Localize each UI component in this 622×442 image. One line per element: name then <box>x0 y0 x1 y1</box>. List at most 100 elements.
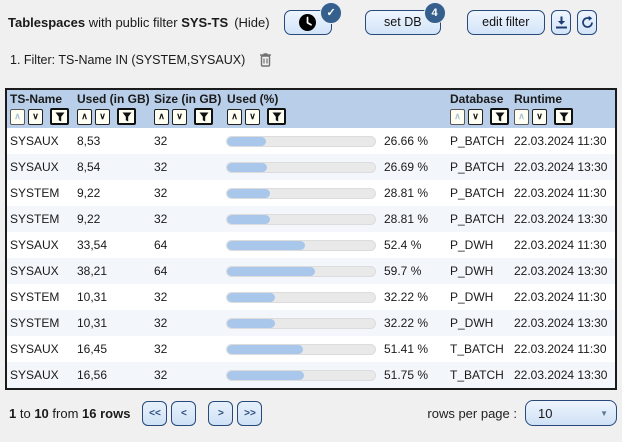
size-gb-cell: 64 <box>154 264 168 278</box>
used-gb-sort-asc-button[interactable]: ∧ <box>77 108 92 125</box>
database-cell: T_BATCH <box>450 368 504 382</box>
used-pct-label: 51.75 % <box>384 368 429 382</box>
used-gb-cell: 16,45 <box>77 342 108 356</box>
column-header-used-pct: Used (%) ∧ ∨ <box>224 92 447 125</box>
ts-name-sort-asc-button[interactable]: ∧ <box>10 108 25 125</box>
used-pct-cell: 26.66 % <box>224 134 447 148</box>
page-title-main: Tablespaces <box>8 14 86 30</box>
hide-link[interactable]: (Hide) <box>234 14 270 30</box>
clock-icon <box>298 13 317 32</box>
usage-bar <box>226 213 376 225</box>
size-gb-cell: 32 <box>154 316 168 330</box>
size-gb-cell: 32 <box>154 212 168 226</box>
history-toggle-button[interactable]: ✓ <box>283 1 343 35</box>
refresh-icon <box>580 15 595 30</box>
runtime-sort-asc-button[interactable]: ∧ <box>514 108 529 125</box>
set-db-label: set DB <box>384 15 422 29</box>
delete-filter-button[interactable] <box>259 52 272 67</box>
database-cell: P_BATCH <box>450 186 505 200</box>
runtime-cell: 22.03.2024 13:30 <box>514 368 608 382</box>
ts-name-filter-button[interactable] <box>50 108 69 125</box>
database-sort-asc-button[interactable]: ∧ <box>450 108 465 125</box>
range-start: 1 <box>9 405 17 421</box>
ts-name-cell: SYSAUX <box>10 342 59 356</box>
download-button[interactable] <box>551 9 572 35</box>
ts-name-cell: SYSAUX <box>10 134 59 148</box>
runtime-cell: 22.03.2024 13:30 <box>514 264 608 278</box>
ts-name-sort-desc-button[interactable]: ∨ <box>28 108 43 125</box>
toolbar: Tablespaces with public filter SYS-TS (Hi… <box>0 0 622 36</box>
table-row: SYSAUX 16,45 32 51.41 % T_BATCH 22.03.20… <box>7 336 615 362</box>
size-gb-cell: 32 <box>154 368 168 382</box>
ts-name-cell: SYSTEM <box>10 290 60 304</box>
database-cell: P_DWH <box>450 264 494 278</box>
ts-name-cell: SYSAUX <box>10 238 59 252</box>
database-cell: P_DWH <box>450 238 494 252</box>
table-row: SYSTEM 9,22 32 28.81 % P_BATCH 22.03.202… <box>7 206 615 232</box>
size-gb-sort-asc-button[interactable]: ∧ <box>154 108 169 125</box>
used-pct-label: 26.69 % <box>384 160 429 174</box>
used-pct-cell: 32.22 % <box>224 290 447 304</box>
next-page-button[interactable]: > <box>208 400 234 426</box>
used-gb-filter-button[interactable] <box>117 108 136 125</box>
used-gb-cell: 9,22 <box>77 212 101 226</box>
active-filter-text: 1. Filter: TS-Name IN (SYSTEM,SYSAUX) <box>10 52 246 67</box>
used-pct-sort-desc-button[interactable]: ∨ <box>245 108 260 125</box>
row-count-text: 1 to 10 from 16 rows <box>9 406 130 421</box>
table-row: SYSTEM 10,31 32 32.22 % P_DWH 22.03.2024… <box>7 284 615 310</box>
used-gb-cell: 16,56 <box>77 368 108 382</box>
refresh-button[interactable] <box>577 9 598 35</box>
usage-bar <box>226 317 376 329</box>
database-filter-button[interactable] <box>490 108 509 125</box>
used-pct-cell: 52.4 % <box>224 238 447 252</box>
edit-filter-button[interactable]: edit filter <box>466 9 546 35</box>
rows-per-page-value: 10 <box>538 405 553 421</box>
used-gb-sort-desc-button[interactable]: ∨ <box>95 108 110 125</box>
size-gb-filter-button[interactable] <box>194 108 213 125</box>
database-cell: P_BATCH <box>450 160 505 174</box>
rows-per-page-label: rows per page : <box>427 405 517 421</box>
size-gb-cell: 32 <box>154 342 168 356</box>
used-pct-sort-asc-button[interactable]: ∧ <box>227 108 242 125</box>
usage-bar <box>226 135 376 147</box>
funnel-icon <box>122 112 132 122</box>
used-pct-filter-button[interactable] <box>267 108 286 125</box>
used-pct-label: 51.41 % <box>384 342 429 356</box>
usage-bar <box>226 369 376 381</box>
table-row: SYSAUX 8,53 32 26.66 % P_BATCH 22.03.202… <box>7 128 615 154</box>
active-filter-line: 1. Filter: TS-Name IN (SYSTEM,SYSAUX) <box>10 52 622 67</box>
used-pct-label: 26.66 % <box>384 134 429 148</box>
runtime-filter-button[interactable] <box>554 108 573 125</box>
column-header-database: Database ∧ ∨ <box>447 92 511 125</box>
set-db-button[interactable]: set DB 4 <box>365 1 446 35</box>
runtime-cell: 22.03.2024 11:30 <box>514 290 607 304</box>
from-label: from <box>52 405 79 421</box>
used-gb-cell: 8,53 <box>77 134 101 148</box>
database-cell: T_BATCH <box>450 342 504 356</box>
edit-filter-label: edit filter <box>482 15 530 29</box>
size-gb-cell: 32 <box>154 160 168 174</box>
ts-name-cell: SYSAUX <box>10 264 59 278</box>
first-page-button[interactable]: << <box>142 400 168 426</box>
used-pct-label: 32.22 % <box>384 290 429 304</box>
database-sort-desc-button[interactable]: ∨ <box>468 108 483 125</box>
database-cell: P_BATCH <box>450 134 505 148</box>
rows-per-page-select[interactable]: 10 ▼ <box>525 400 617 426</box>
usage-bar <box>226 187 376 199</box>
used-gb-cell: 33,54 <box>77 238 108 252</box>
table-row: SYSTEM 10,31 32 32.22 % P_DWH 22.03.2024… <box>7 310 615 336</box>
page-title-subtitle: with public filter <box>88 14 178 30</box>
column-header-size-gb: Size (in GB) ∧ ∨ <box>151 92 224 125</box>
usage-bar <box>226 291 376 303</box>
usage-bar <box>226 343 376 355</box>
usage-bar <box>226 161 376 173</box>
runtime-cell: 22.03.2024 11:30 <box>514 342 607 356</box>
prev-page-button[interactable]: < <box>171 400 197 426</box>
used-pct-cell: 51.41 % <box>224 342 447 356</box>
runtime-sort-desc-button[interactable]: ∨ <box>532 108 547 125</box>
used-pct-cell: 28.81 % <box>224 186 447 200</box>
check-badge: ✓ <box>320 1 343 24</box>
funnel-icon <box>559 112 569 122</box>
last-page-button[interactable]: >> <box>237 400 263 426</box>
size-gb-sort-desc-button[interactable]: ∨ <box>172 108 187 125</box>
